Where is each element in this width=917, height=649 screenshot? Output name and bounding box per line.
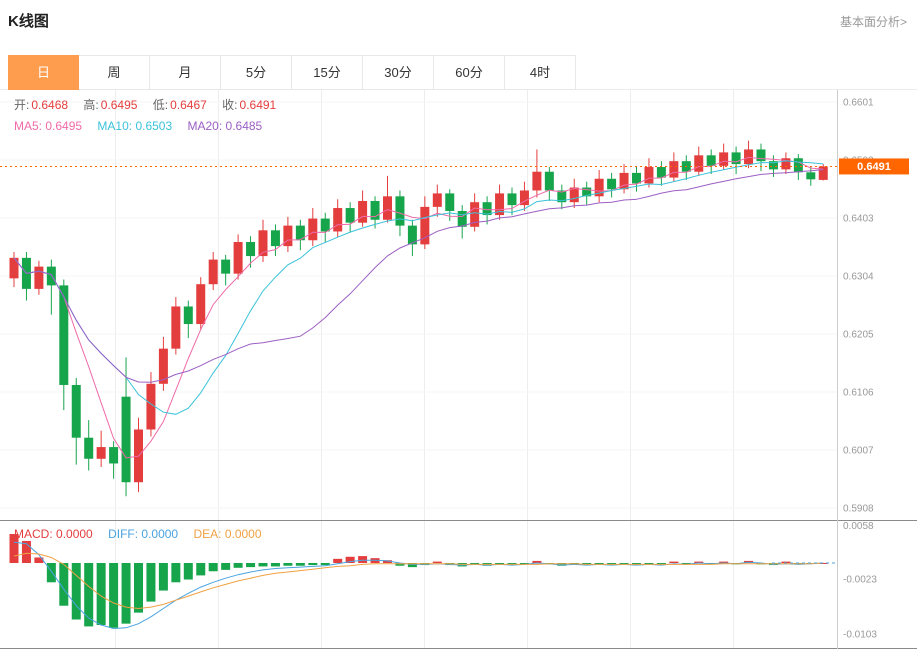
tab-4hour[interactable]: 4时 xyxy=(505,55,576,90)
svg-text:-0.0103: -0.0103 xyxy=(843,630,877,641)
fundamental-analysis-link[interactable]: 基本面分析> xyxy=(839,15,907,29)
macd-chart[interactable]: 0.0058 -0.0023 -0.0103 xyxy=(0,520,917,649)
svg-text:0.6205: 0.6205 xyxy=(843,330,874,341)
svg-text:-0.0023: -0.0023 xyxy=(843,574,877,585)
svg-text:0.0058: 0.0058 xyxy=(843,521,874,532)
tab-15min[interactable]: 15分 xyxy=(292,55,363,90)
svg-text:0.6106: 0.6106 xyxy=(843,388,874,399)
candlestick-chart[interactable]: 0.66010.65020.64030.63040.62050.61060.60… xyxy=(0,90,917,520)
svg-text:0.6491: 0.6491 xyxy=(857,161,891,173)
tab-5min[interactable]: 5分 xyxy=(221,55,292,90)
svg-text:0.5908: 0.5908 xyxy=(843,504,874,515)
svg-text:0.6403: 0.6403 xyxy=(843,214,874,225)
tab-30min[interactable]: 30分 xyxy=(363,55,434,90)
svg-text:0.6007: 0.6007 xyxy=(843,446,874,457)
svg-text:0.6304: 0.6304 xyxy=(843,272,874,283)
tab-60min[interactable]: 60分 xyxy=(434,55,505,90)
timeframe-tab-bar: 日 周 月 5分 15分 30分 60分 4时 xyxy=(0,55,917,90)
page-title: K线图 xyxy=(8,13,49,30)
tab-monthly[interactable]: 月 xyxy=(150,55,221,90)
svg-text:0.6601: 0.6601 xyxy=(843,98,874,109)
tab-daily[interactable]: 日 xyxy=(8,55,79,90)
tab-weekly[interactable]: 周 xyxy=(79,55,150,90)
